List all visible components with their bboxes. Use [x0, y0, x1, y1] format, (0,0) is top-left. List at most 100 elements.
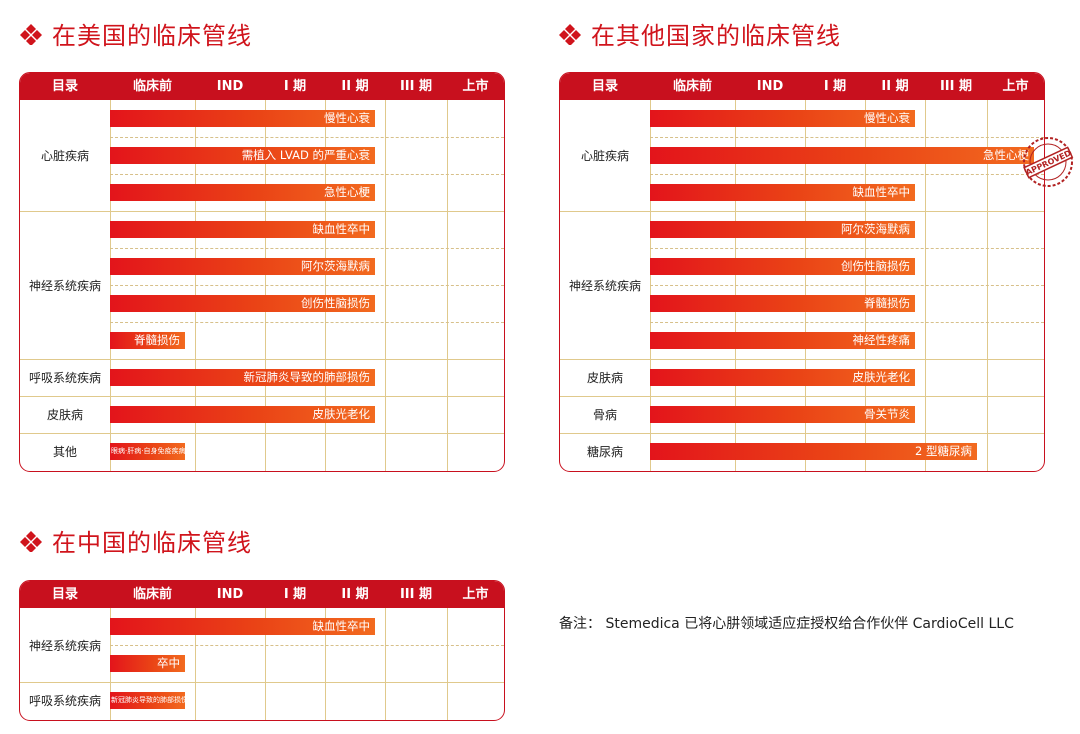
section-title-other: 在其他国家的临床管线 — [559, 16, 841, 51]
pipeline-bar: 缺血性卒中 — [110, 221, 375, 238]
grid-column-line — [447, 100, 448, 471]
group-separator — [20, 359, 504, 360]
category-label: 皮肤病 — [586, 371, 623, 385]
table-header-row: 目录 临床前 IND I 期 II 期 III 期 上市 — [560, 73, 1044, 100]
category-label: 皮肤病 — [46, 408, 83, 422]
category-label: 糖尿病 — [586, 445, 623, 459]
pipeline-table-other: 目录 临床前 IND I 期 II 期 III 期 上市心脏疾病 慢性心衰急性心梗缺血性卒中神… — [559, 72, 1045, 472]
column-header: 目录 — [591, 79, 618, 94]
section-title-other-text: 在其他国家的临床管线 — [591, 22, 841, 50]
pipeline-bar: 新冠肺炎导致的肺部损伤 — [110, 369, 375, 386]
column-header: IND — [216, 587, 244, 602]
pipeline-bar: 脊髓损伤 — [650, 295, 915, 312]
group-separator — [20, 433, 504, 434]
column-header: I 期 — [823, 79, 847, 94]
footnote: 备注： Stemedica 已将心肼领域适应症授权给合作伙伴 CardioCel… — [559, 616, 1014, 632]
column-header: 上市 — [1002, 79, 1029, 94]
diamond-bullet-icon — [20, 530, 42, 552]
row-separator — [650, 137, 1044, 138]
column-header: 目录 — [51, 79, 78, 94]
pipeline-bar: 慢性心衰 — [650, 110, 915, 127]
pipeline-bar: 阿尔茨海默病 — [110, 258, 375, 275]
pipeline-bar: 神经性疼痛 — [650, 332, 915, 349]
row-separator — [650, 248, 1044, 249]
grid-column-line — [447, 608, 448, 720]
grid-column-line — [195, 608, 196, 720]
grid-column-line — [265, 608, 266, 720]
category-label: 神经系统疾病 — [568, 278, 641, 293]
pipeline-bar: 慢性心衰 — [110, 110, 375, 127]
approved-stamp: APPROVED — [1023, 137, 1074, 187]
group-separator — [560, 359, 1044, 360]
column-header: IND — [756, 79, 784, 94]
group-separator — [20, 396, 504, 397]
row-separator — [110, 137, 504, 138]
group-separator — [20, 211, 504, 212]
diamond-bullet-icon — [559, 23, 581, 45]
section-title-cn: 在中国的临床管线 — [20, 523, 252, 558]
column-header: III 期 — [939, 79, 973, 94]
category-label: 神经系统疾病 — [28, 278, 101, 293]
pipeline-bar: 急性心梗 — [110, 184, 375, 201]
column-header: 上市 — [462, 79, 489, 94]
diamond-bullet-icon — [20, 23, 42, 45]
pipeline-bar: 创伤性脑损伤 — [650, 258, 915, 275]
category-label: 神经系统疾病 — [28, 638, 101, 653]
section-title-cn-text: 在中国的临床管线 — [52, 529, 252, 557]
column-header: III 期 — [399, 79, 433, 94]
category-label: 骨病 — [592, 408, 617, 422]
column-header: III 期 — [399, 587, 433, 602]
row-separator — [110, 322, 504, 323]
group-separator — [560, 211, 1044, 212]
column-header: 临床前 — [672, 79, 712, 94]
grid-column-line — [385, 100, 386, 471]
table-header-row: 目录 临床前 IND I 期 II 期 III 期 上市 — [20, 581, 504, 608]
pipeline-bar: 需植入 LVAD 的严重心衰 — [110, 147, 375, 164]
row-separator — [110, 174, 504, 175]
row-separator — [110, 285, 504, 286]
pipeline-bar: 脊髓损伤 — [110, 332, 185, 349]
row-separator — [650, 322, 1044, 323]
pipeline-bar: 皮肤光老化 — [650, 369, 915, 386]
column-header: I 期 — [283, 79, 307, 94]
pipeline-bar: 2 型糖尿病 — [650, 443, 977, 460]
pipeline-bar: 缺血性卒中 — [650, 184, 915, 201]
column-header: 目录 — [51, 587, 78, 602]
category-label: 呼吸系统疾病 — [28, 371, 101, 385]
category-label: 其他 — [52, 445, 77, 459]
pipeline-bar: 阿尔茨海默病 — [650, 221, 915, 238]
row-separator — [110, 248, 504, 249]
pipeline-table-cn: 目录 临床前 IND I 期 II 期 III 期 上市神经系统疾病 缺血性卒中卒中呼吸系统疾… — [19, 580, 505, 721]
pipeline-bar: 创伤性脑损伤 — [110, 295, 375, 312]
group-separator — [560, 433, 1044, 434]
group-separator — [20, 682, 504, 683]
pipeline-bar: 皮肤光老化 — [110, 406, 375, 423]
column-header: II 期 — [341, 79, 369, 94]
column-header: II 期 — [881, 79, 909, 94]
section-title-us-text: 在美国的临床管线 — [52, 22, 252, 50]
pipeline-bar: 眼病·肝病·自身免疫疾病等 — [110, 443, 185, 460]
group-separator — [560, 396, 1044, 397]
pipeline-bar: 缺血性卒中 — [110, 618, 375, 635]
pipeline-bar: 新冠肺炎导致的肺部损伤 — [110, 692, 185, 709]
table-header-row: 目录 临床前 IND I 期 II 期 III 期 上市 — [20, 73, 504, 100]
column-header: IND — [216, 79, 244, 94]
column-header: II 期 — [341, 587, 369, 602]
category-label: 心脏疾病 — [40, 149, 89, 163]
section-title-us: 在美国的临床管线 — [20, 16, 252, 51]
pipeline-bar: 急性心梗 — [650, 147, 1034, 164]
pipeline-bar: 骨关节炎 — [650, 406, 915, 423]
category-label: 呼吸系统疾病 — [28, 694, 101, 708]
pipeline-table-us: 目录 临床前 IND I 期 II 期 III 期 上市心脏疾病 慢性心衰需植入 LVAD 的… — [19, 72, 505, 472]
row-separator — [650, 285, 1044, 286]
category-label: 心脏疾病 — [580, 149, 629, 163]
row-separator — [110, 645, 504, 646]
pipeline-bar: 卒中 — [110, 655, 185, 672]
column-header: 临床前 — [132, 79, 172, 94]
row-separator — [650, 174, 1044, 175]
column-header: I 期 — [283, 587, 307, 602]
column-header: 上市 — [462, 587, 489, 602]
grid-column-line — [325, 608, 326, 720]
grid-column-line — [385, 608, 386, 720]
column-header: 临床前 — [132, 587, 172, 602]
